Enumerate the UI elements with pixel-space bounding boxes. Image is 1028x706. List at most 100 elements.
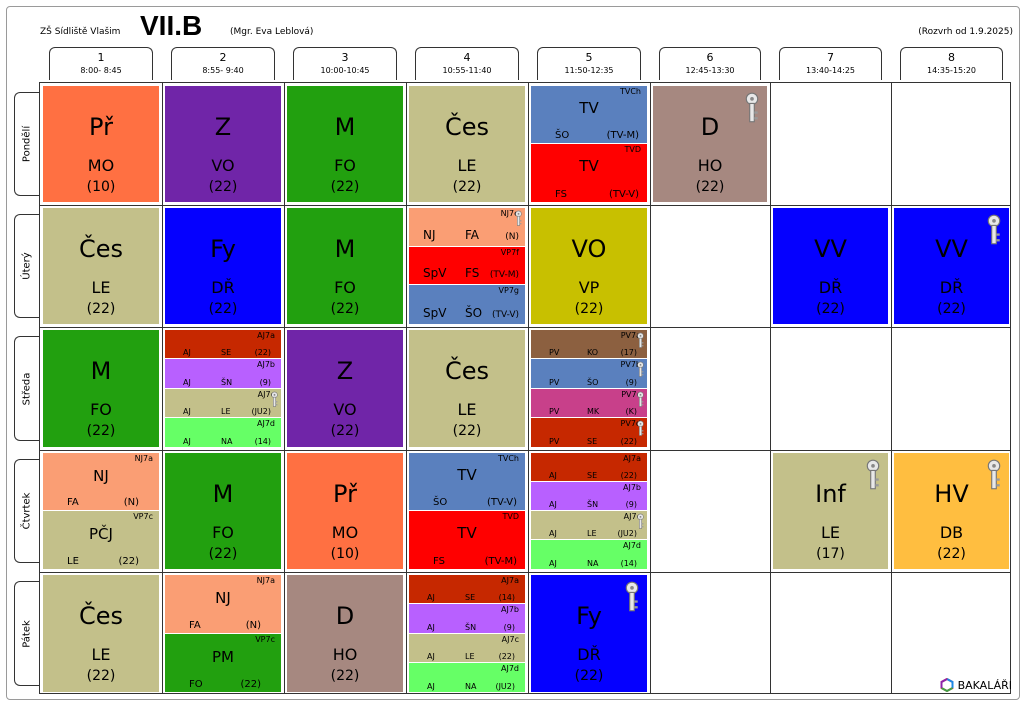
- key-icon: [987, 459, 1001, 490]
- lesson-teacher: NA: [465, 682, 477, 691]
- lesson-card[interactable]: Z VO (22): [287, 330, 403, 447]
- lesson-card[interactable]: HV DB (22): [894, 453, 1009, 569]
- lesson-card[interactable]: M FO (22): [287, 86, 403, 202]
- group-lesson[interactable]: AJ7d AJ NA (JU2): [409, 662, 525, 692]
- group-lesson[interactable]: AJ7a AJ SE (22): [165, 330, 281, 359]
- lesson-teacher: SE: [587, 471, 598, 480]
- group-lesson[interactable]: AJ7c AJ LE (JU2): [531, 511, 647, 539]
- lesson-subject: HV: [934, 480, 969, 508]
- group-lesson[interactable]: TVD TV FS (TV-V): [531, 144, 647, 202]
- lesson-card[interactable]: Z VO (22): [165, 86, 281, 202]
- lesson-room: (22): [330, 668, 360, 684]
- lesson-subject: AJ: [427, 593, 435, 603]
- lesson-subject: M: [90, 357, 112, 385]
- group-lesson[interactable]: AJ7b AJ ŠN (9): [409, 604, 525, 633]
- lesson-card[interactable]: Čes LE (22): [409, 86, 525, 202]
- group-lesson[interactable]: VP7c PČJ LE (22): [43, 511, 159, 569]
- lesson-room: (K): [625, 406, 638, 416]
- group-lesson[interactable]: TVCh TV ŠO (TV-V): [409, 453, 525, 510]
- lesson-card[interactable]: Čes LE (22): [43, 208, 159, 324]
- group-name: AJ7a: [623, 454, 641, 463]
- lesson-room: (10): [330, 546, 360, 562]
- lesson-teacher: VO: [333, 400, 357, 419]
- lesson-room: (22): [118, 556, 139, 567]
- lesson-room: (TV-M): [489, 270, 519, 281]
- lesson-room: (TV-V): [491, 309, 519, 320]
- group-name: NJ7a: [134, 454, 153, 463]
- lesson-card[interactable]: Inf LE (17): [773, 453, 888, 569]
- lesson-subject: NJ: [215, 589, 231, 607]
- group-lesson[interactable]: NJ7a NJ FA (N): [165, 575, 281, 633]
- lesson-card[interactable]: Př MO (10): [43, 86, 159, 202]
- period-number: 2: [219, 51, 227, 64]
- group-lesson[interactable]: AJ7a AJ SE (22): [531, 453, 647, 481]
- group-lesson[interactable]: NJ7e NJ FA (N): [409, 208, 525, 246]
- lesson-room: (22): [816, 301, 845, 317]
- grid-line: [528, 83, 529, 693]
- key-icon: [271, 391, 278, 407]
- lesson-teacher: LE: [465, 651, 475, 661]
- lesson-card[interactable]: Fy DŘ (22): [165, 208, 281, 324]
- bakalari-logo[interactable]: BAKALÁŘI: [940, 678, 1012, 692]
- period-number: 3: [341, 51, 349, 64]
- group-name: AJ7d: [501, 663, 519, 673]
- day-label: Pondělí: [14, 92, 39, 196]
- lesson-card[interactable]: M FO (22): [43, 330, 159, 447]
- lesson-card[interactable]: Př MO (10): [287, 453, 403, 569]
- group-lesson[interactable]: VP7g SpV ŠO (TV-V): [409, 285, 525, 324]
- lesson-subject: M: [334, 113, 356, 141]
- timetable-frame: [6, 6, 1020, 700]
- lesson-subject: AJ: [549, 559, 557, 568]
- group-lesson[interactable]: PV7c PV MK (K): [531, 388, 647, 417]
- lesson-subject: Čes: [444, 113, 490, 141]
- lesson-card[interactable]: D HO (22): [287, 575, 403, 692]
- group-lesson[interactable]: AJ7d AJ NA (14): [531, 540, 647, 569]
- group-name: TVD: [502, 512, 519, 521]
- lesson-card[interactable]: M FO (22): [165, 453, 281, 569]
- group-lesson[interactable]: AJ7d AJ NA (14): [165, 417, 281, 447]
- lesson-teacher: ŠO: [433, 497, 448, 508]
- group-name: TVCh: [497, 454, 519, 463]
- group-lesson[interactable]: VP7c PM FO (22): [165, 633, 281, 692]
- day-label: Čtvrtek: [14, 459, 39, 563]
- lesson-card[interactable]: M FO (22): [287, 208, 403, 324]
- lesson-teacher: VP: [578, 278, 600, 297]
- lesson-card[interactable]: Fy DŘ (22): [531, 575, 647, 692]
- grid-line: [650, 83, 651, 693]
- lesson-card[interactable]: VV DŘ (22): [894, 208, 1009, 324]
- group-name: TVCh: [619, 87, 641, 96]
- lesson-room: (22): [208, 179, 238, 195]
- group-lesson[interactable]: TVD TV FS (TV-M): [409, 511, 525, 569]
- period-header-6: 6 12:45-13:30: [659, 47, 761, 80]
- lesson-subject: M: [212, 480, 234, 508]
- group-lesson[interactable]: AJ7b AJ ŠN (9): [165, 359, 281, 388]
- lesson-room: (22): [498, 651, 515, 661]
- lesson-card[interactable]: Čes LE (22): [409, 330, 525, 447]
- lesson-card[interactable]: VO VP (22): [531, 208, 647, 324]
- group-lesson[interactable]: TVCh TV ŠO (TV-M): [531, 86, 647, 143]
- key-icon: [637, 420, 644, 436]
- lesson-card[interactable]: D HO (22): [653, 86, 767, 202]
- period-header-3: 3 10:00-10:45: [293, 47, 397, 80]
- grid-line: [40, 450, 1010, 451]
- group-lesson[interactable]: AJ7c AJ LE (JU2): [165, 388, 281, 417]
- lesson-room: (22): [695, 179, 725, 195]
- group-name: AJ7c: [257, 389, 275, 399]
- day-name: Středa: [21, 372, 33, 405]
- group-lesson[interactable]: VP7f SpV FS (TV-M): [409, 246, 525, 285]
- lesson-teacher: ŠO: [587, 377, 599, 387]
- group-lesson[interactable]: AJ7a AJ SE (14): [409, 575, 525, 604]
- group-lesson[interactable]: PV7d PV SE (22): [531, 417, 647, 447]
- lesson-card[interactable]: Čes LE (22): [43, 575, 159, 692]
- lesson-room: (22): [620, 471, 637, 480]
- split-lesson: NJ7a NJ FA (N) VP7c PM FO (22): [165, 575, 281, 692]
- lesson-card[interactable]: VV DŘ (22): [773, 208, 888, 324]
- group-lesson[interactable]: AJ7c AJ LE (22): [409, 633, 525, 662]
- lesson-subject: PV: [549, 377, 560, 387]
- group-lesson[interactable]: AJ7b AJ ŠN (9): [531, 482, 647, 510]
- period-header-2: 2 8:55- 9:40: [171, 47, 275, 80]
- group-lesson[interactable]: PV7a PV KO (17): [531, 330, 647, 359]
- group-lesson[interactable]: NJ7a NJ FA (N): [43, 453, 159, 510]
- lesson-teacher: FA: [189, 619, 201, 631]
- group-lesson[interactable]: PV7b PV ŠO (9): [531, 359, 647, 388]
